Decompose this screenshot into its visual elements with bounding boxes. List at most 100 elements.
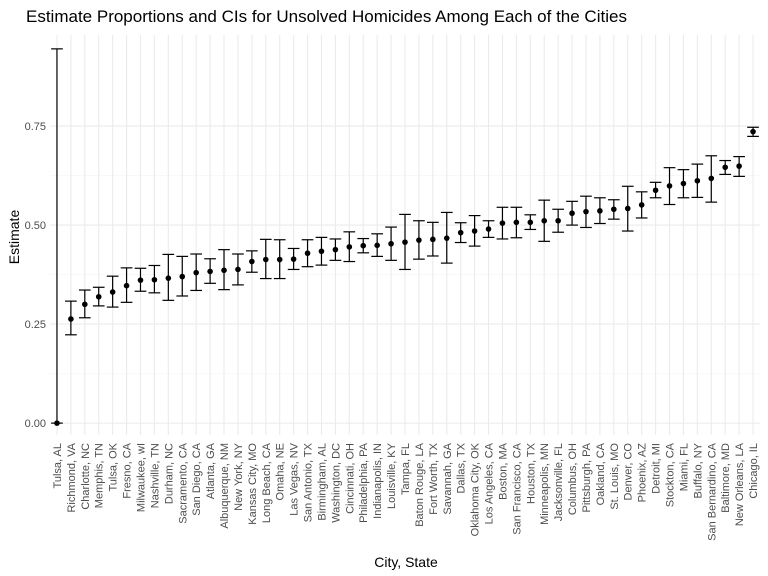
- error-bar-group: [677, 169, 690, 199]
- error-bar-group: [232, 253, 244, 286]
- estimate-point: [262, 256, 269, 263]
- estimate-point: [68, 316, 74, 322]
- x-tick-label: St. Louis, MO: [609, 443, 621, 510]
- error-bar-group: [106, 275, 119, 308]
- x-tick-label: Birmingham, AL: [316, 443, 328, 521]
- error-bar-group: [649, 181, 662, 199]
- error-bar-group: [468, 214, 481, 247]
- x-tick-label: Charlotte, NC: [80, 443, 92, 510]
- estimate-point: [750, 128, 756, 135]
- x-tick-label: Minneapolis, MN: [539, 443, 551, 525]
- estimate-point: [443, 235, 450, 241]
- estimate-point: [708, 175, 715, 182]
- estimate-point: [652, 187, 659, 194]
- error-bar-group: [190, 253, 203, 292]
- estimate-point: [694, 177, 701, 184]
- error-bar-group: [524, 214, 537, 231]
- estimate-point: [304, 250, 311, 257]
- estimate-point: [318, 248, 325, 255]
- y-tick-label: 0.25: [25, 319, 46, 331]
- estimate-point: [123, 282, 130, 289]
- error-bar-group: [594, 197, 606, 225]
- estimate-point: [249, 258, 255, 265]
- error-bar-group: [733, 155, 745, 177]
- error-bar-group: [399, 213, 411, 271]
- x-tick-label: Phoenix, AZ: [637, 443, 649, 503]
- estimate-point: [82, 301, 88, 308]
- estimate-point: [597, 208, 603, 214]
- error-bar-group: [343, 231, 356, 263]
- error-bar-group: [719, 159, 732, 176]
- x-tick-label: Jacksonville, FL: [553, 443, 565, 521]
- x-tick-label: Kansas City, MO: [247, 443, 259, 525]
- estimate-point: [638, 202, 645, 208]
- x-tick-label: Indianapolis, IN: [372, 443, 384, 519]
- error-bar-group: [538, 199, 551, 242]
- x-tick-label: Dallas, TX: [456, 442, 468, 493]
- x-tick-label: Richmond, VA: [66, 442, 78, 512]
- estimate-point: [235, 266, 241, 273]
- error-bar-group: [440, 211, 453, 264]
- x-tick-label: Tulsa, OK: [108, 442, 120, 491]
- x-tick-label: New York, NY: [233, 442, 245, 511]
- error-bar-group: [426, 221, 439, 257]
- estimate-point: [736, 163, 742, 169]
- x-tick-label: Las Vegas, NV: [289, 442, 301, 515]
- error-bar-group: [162, 253, 175, 301]
- error-bar-group: [357, 237, 370, 254]
- estimate-point: [457, 229, 464, 236]
- error-bar-group: [566, 200, 578, 226]
- estimate-point: [276, 256, 283, 263]
- x-tick-label: Cincinnati, OH: [344, 443, 356, 514]
- error-bar-group: [287, 247, 300, 271]
- estimate-point: [137, 277, 144, 283]
- x-tick-label: San Antonio, TX: [303, 442, 315, 522]
- x-tick-label: Savannah, GA: [442, 442, 454, 514]
- error-bar-group: [663, 167, 676, 206]
- error-bar-group: [385, 226, 397, 261]
- x-tick-label: Memphis, TN: [94, 443, 106, 508]
- grid: [50, 35, 760, 435]
- estimate-point: [624, 205, 631, 212]
- estimate-point: [402, 239, 408, 245]
- estimate-point: [611, 206, 617, 213]
- x-tick-label: Columbus, OH: [567, 443, 579, 515]
- error-bar-group: [51, 48, 63, 426]
- error-bar-group: [621, 185, 634, 232]
- error-bar-group: [78, 289, 91, 319]
- x-tick-label: Boston, MA: [497, 442, 509, 500]
- x-tick-label: Oklahoma City, OK: [470, 442, 482, 536]
- x-tick-label: San Francisco, CA: [511, 442, 523, 534]
- error-bar-group: [204, 258, 216, 284]
- x-tick-label: Stockton, CA: [665, 442, 677, 507]
- x-tick-label: Fresno, CA: [122, 442, 134, 498]
- x-tick-label: Fort Worth, TX: [428, 442, 440, 514]
- estimate-point: [95, 293, 102, 300]
- estimate-point: [471, 228, 478, 234]
- x-axis-title: City, State: [374, 554, 438, 570]
- y-tick-label: 0.00: [25, 418, 46, 430]
- error-bar-group: [413, 220, 425, 260]
- error-bar-group: [371, 233, 384, 257]
- estimate-point: [346, 244, 353, 250]
- error-bar-group: [607, 199, 620, 220]
- error-bar-group: [482, 220, 495, 238]
- estimate-point: [207, 268, 213, 275]
- x-tick-label: Washington, DC: [330, 443, 342, 523]
- estimate-point: [555, 217, 561, 224]
- error-bar-group: [691, 163, 704, 198]
- estimate-point: [499, 220, 506, 226]
- x-tick-label: Nashville, TN: [149, 443, 161, 508]
- x-tick-label: San Diego, CA: [191, 442, 203, 515]
- y-tick-label: 0.50: [25, 220, 46, 232]
- x-axis-ticks: Tulsa, AL Richmond, VA Charlotte, NC Memphi…: [52, 442, 760, 541]
- estimate-point: [680, 180, 687, 187]
- estimate-point: [666, 183, 673, 189]
- error-bar-group: [259, 238, 272, 280]
- x-tick-label: Detroit, MI: [651, 443, 663, 494]
- x-tick-label: Denver, CO: [623, 443, 635, 501]
- x-tick-label: New Orleans, LA: [734, 442, 746, 526]
- x-tick-label: Sacramento, CA: [177, 442, 189, 523]
- x-tick-label: Atlanta, GA: [205, 442, 217, 499]
